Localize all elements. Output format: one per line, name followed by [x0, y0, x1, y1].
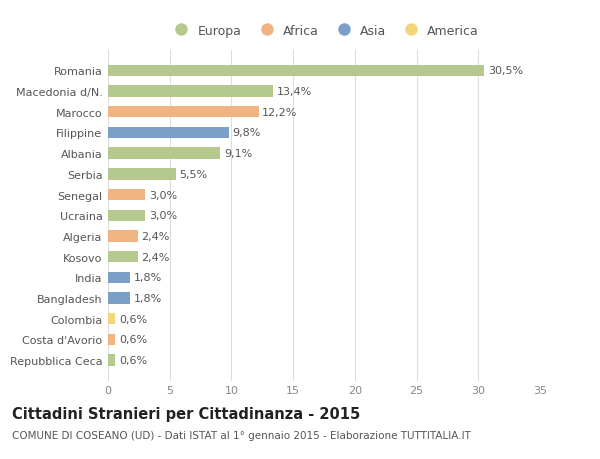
Bar: [108, 231, 137, 242]
Text: 2,4%: 2,4%: [142, 231, 170, 241]
Text: COMUNE DI COSEANO (UD) - Dati ISTAT al 1° gennaio 2015 - Elaborazione TUTTITALIA: COMUNE DI COSEANO (UD) - Dati ISTAT al 1…: [12, 431, 471, 441]
Bar: [108, 334, 115, 345]
Bar: [108, 169, 176, 180]
Bar: [108, 293, 130, 304]
Bar: [108, 313, 115, 325]
Text: 1,8%: 1,8%: [134, 293, 162, 303]
Text: 0,6%: 0,6%: [119, 314, 147, 324]
Legend: Europa, Africa, Asia, America: Europa, Africa, Asia, America: [169, 25, 479, 38]
Bar: [108, 66, 484, 77]
Bar: [108, 252, 137, 263]
Bar: [108, 107, 259, 118]
Bar: [108, 148, 220, 159]
Bar: [108, 86, 274, 97]
Text: Cittadini Stranieri per Cittadinanza - 2015: Cittadini Stranieri per Cittadinanza - 2…: [12, 406, 360, 421]
Bar: [108, 190, 145, 201]
Text: 3,0%: 3,0%: [149, 211, 177, 221]
Text: 9,1%: 9,1%: [224, 149, 252, 159]
Text: 30,5%: 30,5%: [488, 66, 523, 76]
Text: 9,8%: 9,8%: [233, 128, 261, 138]
Text: 0,6%: 0,6%: [119, 355, 147, 365]
Bar: [108, 355, 115, 366]
Text: 3,0%: 3,0%: [149, 190, 177, 200]
Text: 5,5%: 5,5%: [179, 169, 208, 179]
Text: 13,4%: 13,4%: [277, 87, 313, 97]
Text: 1,8%: 1,8%: [134, 273, 162, 283]
Text: 2,4%: 2,4%: [142, 252, 170, 262]
Text: 0,6%: 0,6%: [119, 335, 147, 345]
Bar: [108, 210, 145, 221]
Text: 12,2%: 12,2%: [262, 107, 298, 118]
Bar: [108, 272, 130, 283]
Bar: [108, 128, 229, 139]
